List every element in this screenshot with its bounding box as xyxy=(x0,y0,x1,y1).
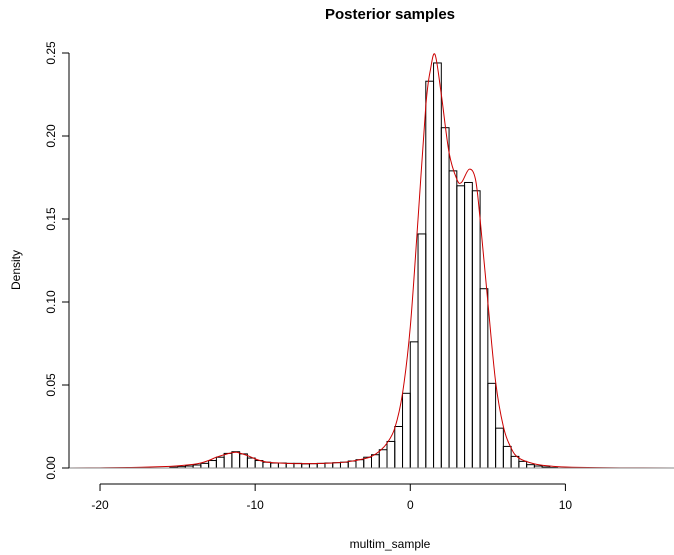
histogram-bar xyxy=(464,181,473,469)
histogram-bar xyxy=(355,459,365,469)
y-axis-label: Density xyxy=(9,250,23,290)
y-tick-label: 0.10 xyxy=(44,290,58,314)
histogram-bar xyxy=(502,445,512,469)
x-tick-label: -20 xyxy=(91,498,109,512)
histogram-bar xyxy=(308,463,318,469)
y-tick-label: 0.25 xyxy=(44,41,58,65)
histogram-bar xyxy=(440,127,450,469)
histogram-bar xyxy=(425,80,435,469)
histogram-bar xyxy=(347,460,357,469)
x-tick-label: 10 xyxy=(559,498,573,512)
histogram-bar xyxy=(495,427,504,469)
histogram-bar xyxy=(332,462,341,469)
y-axis: 0.00 0.05 0.10 0.15 0.20 0.25 xyxy=(44,41,70,480)
histogram-bar xyxy=(456,185,466,469)
histogram-bar xyxy=(402,392,411,469)
y-tick-label: 0.00 xyxy=(44,456,58,480)
histogram-bar xyxy=(246,457,256,469)
y-tick-label: 0.20 xyxy=(44,124,58,148)
histogram-bar xyxy=(394,426,404,469)
histogram-bar xyxy=(479,288,489,469)
histogram-bar xyxy=(487,382,497,469)
histogram-bar xyxy=(471,190,481,469)
histogram-bar xyxy=(270,462,279,469)
density-curve xyxy=(68,53,674,469)
histogram-bar xyxy=(200,462,210,469)
histogram-bar xyxy=(254,460,264,469)
histogram-bar xyxy=(448,170,458,469)
x-tick-label: -10 xyxy=(246,498,264,512)
histogram-bar xyxy=(339,461,349,469)
histogram-bar xyxy=(433,62,442,469)
histogram-bar xyxy=(378,449,388,469)
histogram-bar xyxy=(417,233,427,469)
histogram-bar xyxy=(386,440,396,469)
histogram-bar xyxy=(215,456,225,469)
x-tick-label: 0 xyxy=(407,498,414,512)
chart-title: Posterior samples xyxy=(325,6,455,23)
histogram-bar xyxy=(409,341,419,469)
histogram-bar xyxy=(239,453,248,469)
histogram-bar xyxy=(316,462,326,469)
histogram-bar xyxy=(510,455,520,469)
x-axis: -20 -10 0 10 xyxy=(91,483,573,512)
histogram-bar xyxy=(518,460,528,469)
histogram-bar xyxy=(262,461,272,469)
histogram-bar xyxy=(301,463,310,469)
histogram-bar xyxy=(371,454,380,469)
histogram-bar xyxy=(231,451,241,469)
x-axis-label: multim_sample xyxy=(350,537,431,551)
y-tick-label: 0.15 xyxy=(44,207,58,231)
y-tick-label: 0.05 xyxy=(44,373,58,397)
histogram-bar xyxy=(208,460,217,469)
histogram-bar xyxy=(223,452,233,469)
